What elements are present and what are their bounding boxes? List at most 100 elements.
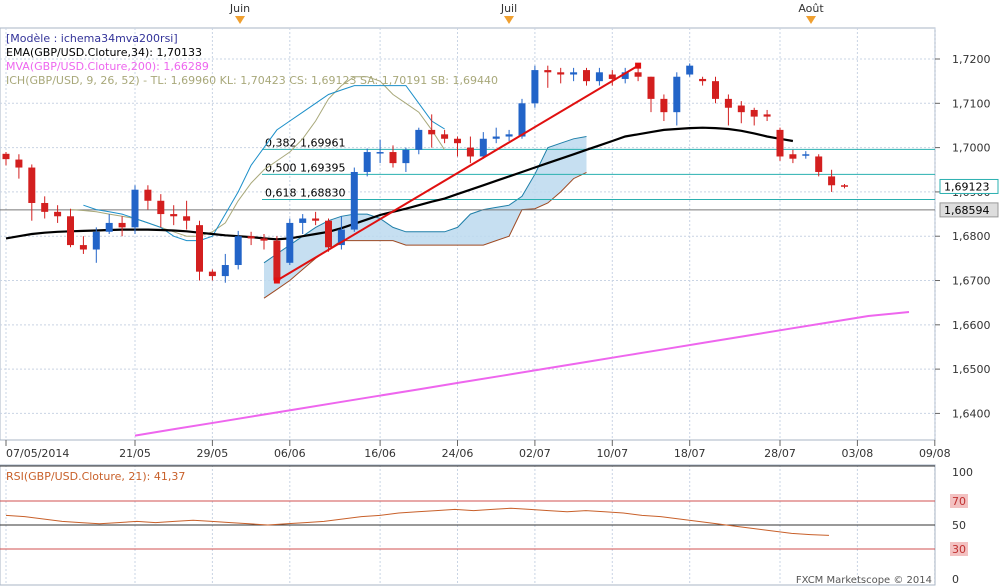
trend-anchor (273, 277, 280, 284)
rsi-level-label: 0 (952, 573, 959, 586)
candle-body (208, 271, 216, 277)
month-strip: Juin Juil Août (229, 2, 824, 24)
month-label-juin: Juin (229, 2, 250, 15)
footer-credit: FXCM Marketscope © 2014 (796, 575, 932, 586)
y-tick-label: 1,6800 (952, 230, 991, 243)
candle-body (660, 98, 668, 113)
candle-body (828, 176, 836, 186)
fib-level-label: 0,500 1,69395 (265, 161, 345, 174)
trend-anchor (635, 62, 642, 69)
y-tick-label: 1,6400 (952, 407, 991, 420)
candle-body (247, 236, 255, 239)
candle-body (376, 152, 384, 154)
rsi-level-badge (950, 542, 968, 556)
candle-body (750, 109, 758, 117)
fib-level-label: 0,618 1,68830 (265, 186, 345, 199)
candle-body (647, 76, 655, 99)
indicator-legend: [Modèle : ichema34mva200rsi] EMA(GBP/USD… (6, 32, 498, 87)
candle-body (466, 147, 474, 157)
candle-body (273, 240, 281, 281)
x-tick-label: 03/08 (842, 447, 874, 460)
candle-body (54, 211, 62, 217)
candle-body (531, 70, 539, 104)
price-badge-label: 1,68594 (944, 204, 990, 217)
month-marker-icon (235, 16, 245, 24)
senkou-span-a (263, 136, 587, 264)
candle-body (183, 216, 191, 221)
candle-body (325, 220, 332, 248)
candle-body (337, 229, 345, 246)
candle-body (789, 154, 797, 159)
candle-body (634, 72, 642, 77)
candle-body (131, 189, 139, 228)
fibonacci-levels: 0,382 1,69961 0,500 1,69395 0,618 1,68830 (0, 136, 935, 211)
x-tick-label: 29/05 (197, 447, 229, 460)
y-tick-label: 1,6600 (952, 319, 991, 332)
candle-body (479, 138, 487, 157)
price-badge (939, 202, 999, 218)
candle-body (170, 214, 178, 217)
x-tick-label: 16/06 (364, 447, 396, 460)
rsi-level-label: 100 (952, 466, 973, 479)
indicator-lines (5, 76, 910, 437)
rsi-level-label: 50 (952, 519, 966, 532)
ema-legend: EMA(GBP/USD.Cloture,34): 1,70133 (6, 46, 202, 59)
y-tick-label: 1,7000 (952, 142, 991, 155)
price-axis: 1,64001,65001,66001,67001,68001,69001,70… (935, 53, 991, 420)
candle-body (492, 136, 500, 139)
x-tick-label: 07/05/2014 (6, 447, 69, 460)
candle-body (389, 152, 397, 164)
rsi-level-label: 30 (952, 543, 966, 556)
month-label-aout: Août (798, 2, 824, 15)
candle-body (544, 70, 552, 73)
candle-body (454, 138, 461, 144)
candle-body (763, 114, 771, 117)
cloud-area (264, 136, 587, 299)
candle-body (621, 72, 629, 79)
rsi-legend: RSI(GBP/USD.Cloture, 21): 41,37 (6, 470, 185, 483)
candle-body (363, 152, 371, 172)
mva-legend: MVA(GBP/USD.Cloture,200): 1,66289 (6, 60, 209, 73)
candle-body (105, 222, 113, 232)
candle-body (608, 74, 616, 79)
candle-body (41, 202, 49, 212)
candle-body (144, 189, 152, 201)
x-tick-label: 21/05 (119, 447, 151, 460)
rsi-level-label: 70 (952, 495, 966, 508)
month-label-juil: Juil (500, 2, 517, 15)
kijun-line (83, 85, 445, 242)
candle-body (712, 81, 719, 99)
ema34-line (5, 126, 794, 241)
y-tick-label: 1,6700 (952, 275, 991, 288)
rsi-line (5, 507, 830, 536)
candle-body (802, 154, 810, 156)
candle-body (673, 76, 681, 113)
candle-body (15, 159, 23, 168)
candle-body (724, 98, 732, 108)
trend-line (273, 62, 642, 284)
candle-body (428, 129, 436, 135)
candlesticks (2, 63, 848, 283)
candle-body (2, 153, 10, 160)
price-badge (939, 178, 999, 194)
candle-body (815, 156, 823, 172)
x-tick-label: 18/07 (674, 447, 706, 460)
x-tick-label: 09/08 (919, 447, 951, 460)
x-tick-label: 06/06 (274, 447, 306, 460)
candle-body (415, 129, 423, 150)
y-tick-label: 1,7100 (952, 97, 991, 110)
model-label: [Modèle : ichema34mva200rsi] (6, 32, 178, 45)
mva200-line (134, 311, 910, 437)
candle-body (595, 72, 603, 82)
fib-level-label: 0,382 1,69961 (265, 136, 345, 149)
candle-body (157, 200, 165, 215)
x-tick-label: 28/07 (764, 447, 796, 460)
candle-body (312, 218, 320, 221)
x-tick-label: 02/07 (519, 447, 551, 460)
x-tick-label: 10/07 (596, 447, 628, 460)
y-tick-label: 1,7200 (952, 53, 991, 66)
ichimoku-legend: ICH(GBP/USD, 9, 26, 52) - TL: 1,69960 KL… (6, 74, 498, 87)
candle-body (234, 236, 242, 266)
